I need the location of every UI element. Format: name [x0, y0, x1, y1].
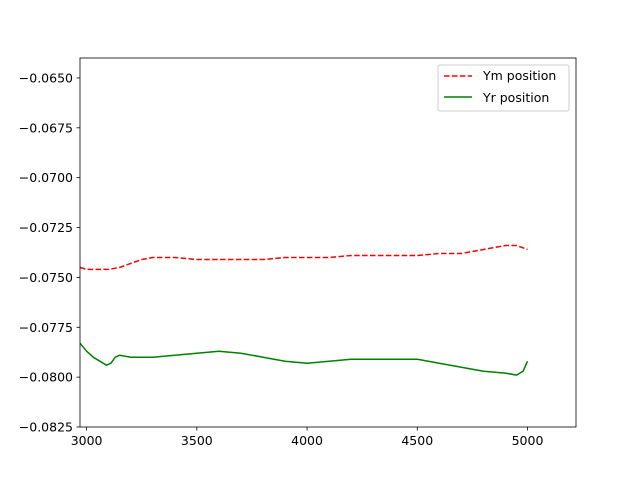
y-tick-label: −0.0725 — [19, 220, 73, 235]
y-tick-label: −0.0800 — [19, 370, 73, 385]
y-tick-label: −0.0675 — [19, 120, 73, 135]
series-layer — [79, 244, 529, 376]
plot-frame — [79, 57, 577, 428]
y-tick-label: −0.0700 — [19, 170, 73, 185]
series-line-ym-position — [79, 244, 528, 271]
x-tick-label: 5000 — [512, 433, 544, 448]
plot-area — [80, 58, 576, 427]
x-tick-label: 3000 — [71, 433, 103, 448]
legend: Ym position Yr position — [437, 64, 570, 112]
legend-label-yr-position: Yr position — [482, 90, 549, 105]
series-line-yr-position — [79, 342, 529, 376]
y-tick-label: −0.0775 — [19, 320, 73, 335]
y-tick-label: −0.0650 — [19, 70, 73, 85]
y-tick-label: −0.0825 — [19, 420, 73, 435]
x-tick-label: 4500 — [401, 433, 433, 448]
y-tick-label: −0.0750 — [19, 270, 73, 285]
y-axis: −0.0650 −0.0675 −0.0700 −0.0725 −0.0750 −0.07… — [19, 70, 80, 435]
legend-label-ym-position: Ym position — [482, 68, 556, 83]
x-axis: 3000 3500 4000 4500 5000 — [71, 427, 544, 448]
x-tick-label: 4000 — [291, 433, 323, 448]
x-tick-label: 3500 — [181, 433, 213, 448]
